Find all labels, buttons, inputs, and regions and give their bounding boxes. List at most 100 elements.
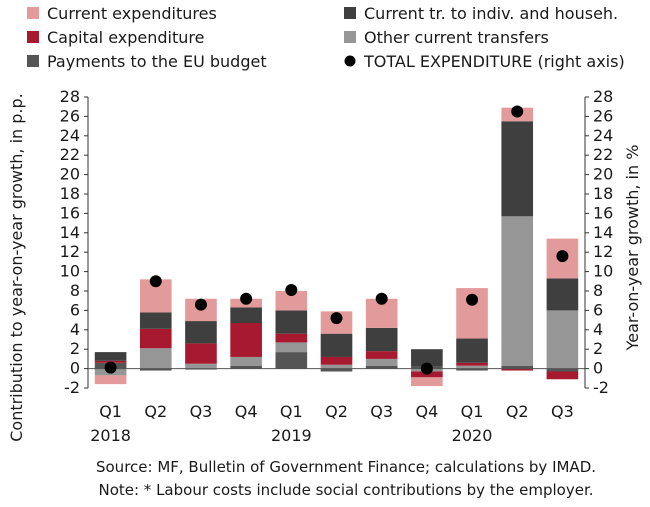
total-point-9 [511,105,524,118]
right-tick-label: 10 [593,262,613,281]
right-tick-label: 8 [593,281,603,300]
left-tick-label: -2 [64,378,80,397]
right-tick-label: 6 [593,300,603,319]
bar-segment-s1-c9 [501,216,534,366]
left-tick-label: 0 [70,359,80,378]
left-tick-label: 20 [60,165,80,184]
legend-label-4: Current expenditures [47,4,217,23]
footnote: Note: * Labour costs include social cont… [98,481,593,499]
bar-segment-s2-c4 [275,333,308,343]
left-tick-label: 22 [60,145,80,164]
left-tick-label: 14 [60,223,80,242]
total-point-10 [556,250,569,263]
bar-segment-s3-c9 [501,121,534,217]
bar-segment-s0-c8 [456,368,488,371]
right-tick-label: 2 [593,339,603,358]
bar-segment-s0-c10 [546,368,579,372]
legend-marker-total [344,55,356,67]
category-label: Q3 [370,402,393,421]
bars [94,107,579,387]
bar-segment-s0-c4 [275,352,308,369]
right-tick-label: 4 [593,320,603,339]
legend-label-0: Payments to the EU budget [47,52,267,71]
year-label: 2018 [90,426,131,445]
year-label: 2020 [452,426,493,445]
bar-segment-s0-c3 [230,365,262,369]
y2-axis-title: Year-on-year growth, in % [623,145,642,352]
bar-segment-s1-c2 [185,363,217,369]
bar-segment-s1-c10 [546,310,579,369]
total-point-2 [194,298,207,311]
legend-swatch-1 [344,31,356,43]
legend: Current expenditures Current tr. to indiv… [27,4,625,71]
right-tick-label: 12 [593,242,613,261]
bar-segment-s4-c7 [411,377,443,387]
total-point-4 [285,284,298,297]
right-tick-label: -2 [593,378,609,397]
bar-segment-s0-c9 [501,365,534,369]
y-axis-title: Contribution to year-on-year growth, in … [7,93,26,442]
bar-segment-s2-c9 [501,368,534,371]
category-label: Q4 [415,402,438,421]
year-label: 2019 [271,426,312,445]
bar-segment-s3-c3 [230,307,262,324]
left-tick-label: 18 [60,184,80,203]
legend-label-3: Current tr. to indiv. and househ. [364,4,618,23]
total-point-1 [149,275,162,288]
right-tick-label: 24 [593,126,613,145]
category-label: Q2 [144,402,167,421]
bar-segment-s3-c4 [275,310,308,334]
left-tick-label: 6 [70,300,80,319]
bar-segment-s4-c4 [275,291,308,311]
category-label: Q1 [461,402,484,421]
category-label: Q2 [325,402,348,421]
bar-segment-s1-c1 [139,348,172,369]
total-point-7 [420,362,433,375]
bar-segment-s2-c6 [365,351,398,359]
legend-label-total: TOTAL EXPENDITURE (right axis) [363,52,625,71]
left-tick-label: 4 [70,320,80,339]
right-tick-label: 0 [593,359,603,378]
bar-segment-s2-c10 [546,371,579,380]
bar-segment-s1-c8 [456,365,488,369]
bar-segment-s2-c1 [139,328,172,349]
bar-segment-s3-c1 [139,312,172,329]
bar-segment-s3-c10 [546,278,579,311]
right-tick-label: 20 [593,165,613,184]
bar-segment-s2-c3 [230,323,262,357]
right-tick-label: 16 [593,203,613,222]
bar-segment-s3-c7 [411,349,443,367]
left-tick-label: 28 [60,87,80,106]
category-label: Q1 [99,402,122,421]
left-tick-label: 26 [60,106,80,125]
year-labels: 2018 2019 2020 [90,426,492,445]
legend-swatch-2 [27,31,39,43]
bar-segment-s3-c8 [456,338,488,363]
left-tick-label: 2 [70,339,80,358]
left-tick-label: 8 [70,281,80,300]
bar-segment-s3-c6 [365,327,398,352]
right-tick-label: 26 [593,106,613,125]
bar-segment-s2-c2 [185,343,217,364]
legend-swatch-0 [27,55,39,67]
bar-segment-s1-c3 [230,356,262,366]
category-label: Q3 [551,402,574,421]
bar-segment-s3-c0 [94,352,127,361]
bar-segment-s2-c5 [320,356,353,365]
source-note: Source: MF, Bulletin of Government Finan… [96,458,596,476]
legend-swatch-4 [27,7,39,19]
left-tick-label: 16 [60,203,80,222]
total-point-3 [240,292,253,305]
legend-label-1: Other current transfers [364,28,549,47]
right-tick-label: 22 [593,145,613,164]
total-point-8 [466,293,479,306]
category-labels: Q1 Q2 Q3 Q4 Q1 Q2 Q3 Q4 Q1 Q2 Q3 [99,402,574,421]
bar-segment-s0-c5 [320,368,353,372]
category-label: Q2 [506,402,529,421]
bar-segment-s0-c6 [365,365,398,369]
legend-swatch-3 [344,7,356,19]
total-point-6 [375,292,388,305]
